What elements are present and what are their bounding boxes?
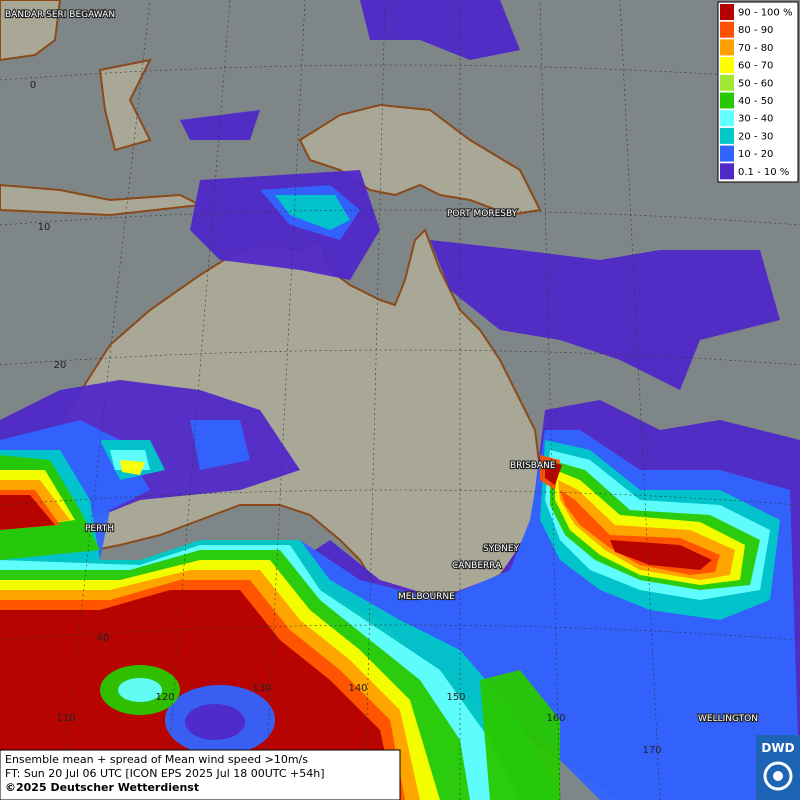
legend-label: 0.1 - 10 %: [738, 167, 789, 178]
legend-swatch: [720, 163, 734, 180]
logo-icon: [763, 761, 793, 791]
legend-swatch: [720, 39, 734, 56]
footer: Ensemble mean + spread of Mean wind spee…: [5, 753, 325, 794]
legend-swatch: [720, 145, 734, 162]
legend-label: 20 - 30: [738, 131, 773, 142]
city-label: PERTH: [85, 524, 114, 534]
city-label: BANDAR SERI BEGAWAN: [5, 10, 115, 20]
grid-label: 140: [348, 683, 367, 694]
cities: BANDAR SERI BEGAWAN PORT MORESBY BRISBANE P…: [4, 9, 759, 725]
grid-label: 170: [642, 745, 661, 756]
logo-icon-center: [773, 771, 783, 781]
legend-label: 50 - 60: [738, 78, 773, 89]
legend: 90 - 100 % 80 - 90 70 - 80 60 - 70 50 - 60 40…: [720, 4, 792, 180]
city-label: BRISBANE: [510, 461, 556, 471]
grid-label: 40: [97, 633, 110, 644]
logo-text: DWD: [761, 741, 794, 755]
footer-line: FT: Sun 20 Jul 06 UTC [ICON EPS 2025 Jul…: [5, 767, 325, 780]
legend-label: 90 - 100 %: [738, 8, 792, 19]
legend-swatch: [720, 110, 734, 127]
legend-label: 10 - 20: [738, 149, 773, 160]
footer-box: [0, 749, 401, 800]
legend-swatch: [720, 57, 734, 74]
legend-swatch: [720, 4, 734, 20]
grid-label: 110: [56, 713, 75, 724]
legend-label: 40 - 50: [738, 96, 773, 107]
legend-swatch: [720, 21, 734, 38]
legend-label: 80 - 90: [738, 25, 773, 36]
footer-line: Ensemble mean + spread of Mean wind spee…: [5, 753, 308, 766]
legend-swatch: [720, 127, 734, 144]
grid-label: 160: [546, 713, 565, 724]
city-label: PORT MORESBY: [447, 209, 518, 219]
legend-label: 70 - 80: [738, 43, 773, 54]
legend-swatch: [720, 92, 734, 109]
city-label: SYDNEY: [483, 544, 520, 554]
grid-label: 150: [446, 692, 465, 703]
grid-labels: 0 10 20 40 110 120 130 140 150 160 170: [30, 80, 662, 756]
city-label: MELBOURNE: [398, 592, 455, 602]
grid-label: 0: [30, 80, 36, 91]
grid-label: 120: [155, 692, 174, 703]
city-label: WELLINGTON: [698, 714, 758, 724]
city-label: CANBERRA: [452, 561, 502, 571]
legend-label: 30 - 40: [738, 114, 773, 125]
legend-label: 60 - 70: [738, 61, 773, 72]
grid-label: 10: [38, 222, 51, 233]
footer-line: ©2025 Deutscher Wetterdienst: [5, 781, 199, 794]
legend-swatch: [720, 74, 734, 91]
grid-label: 20: [54, 360, 67, 371]
grid-label: 130: [252, 683, 271, 694]
